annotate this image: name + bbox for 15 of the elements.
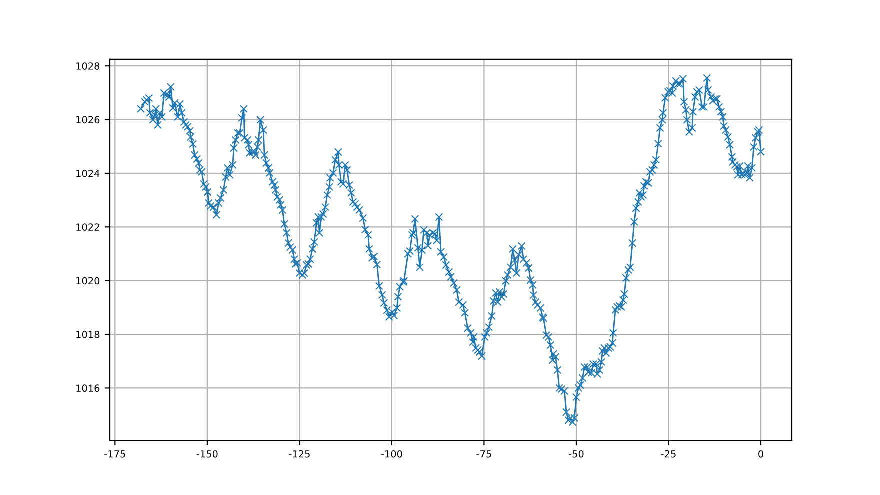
y-tick-label: 1020 — [76, 277, 100, 285]
y-tick-label: 1016 — [76, 384, 100, 392]
x-tick-label: -25 — [661, 450, 676, 458]
y-tick-label: 1026 — [76, 116, 100, 124]
x-tick-label: -125 — [289, 450, 310, 458]
y-tick-label: 1024 — [76, 170, 100, 178]
y-tick-label: 1022 — [76, 224, 100, 231]
y-tick-label: 1018 — [76, 331, 100, 338]
x-tick-label: -150 — [196, 450, 218, 458]
x-tick-label: -75 — [476, 450, 492, 458]
x-tick-label: -50 — [569, 450, 584, 458]
x-tick-label: -175 — [104, 450, 126, 458]
x-tick-label: -100 — [381, 450, 402, 458]
x-tick-label: 0 — [758, 450, 764, 458]
y-tick-label: 1028 — [76, 62, 100, 70]
